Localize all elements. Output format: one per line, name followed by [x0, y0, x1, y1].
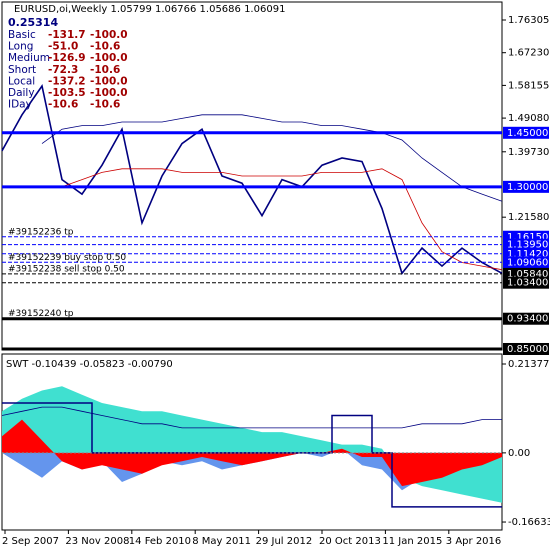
level-box — [503, 312, 549, 325]
order-label: #39152240 tp — [8, 309, 74, 319]
y-tick-label: 1.76305 — [508, 15, 549, 26]
level-label: 1.30000 — [507, 182, 548, 193]
info-label: Medium — [8, 52, 50, 64]
level-label: 1.45000 — [507, 128, 548, 139]
price-line — [61, 168, 503, 271]
level-box — [503, 180, 549, 193]
order-label: #39152238 sell stop 0.50 — [8, 264, 125, 274]
info-label: IDay — [8, 99, 32, 111]
level-label: 1.03400 — [507, 278, 548, 289]
level-label: 1.16150 — [507, 232, 548, 243]
y-tick-label: 0.00 — [508, 448, 530, 459]
plot-layer — [1, 84, 503, 508]
info-label: Basic — [8, 29, 36, 41]
info-number: -137.2 — [48, 75, 86, 87]
info-number: -100.0 — [90, 29, 128, 41]
y-tick-label: 0.21377 — [508, 359, 549, 370]
info-value: 0.25314 — [8, 16, 58, 29]
info-label: Local — [8, 75, 35, 87]
level-box — [503, 126, 549, 139]
indicator-title: SWT -0.10439 -0.05823 -0.00790 — [6, 359, 173, 370]
x-tick-label: 29 Jul 2012 — [256, 536, 313, 547]
info-number: -51.0 — [48, 41, 78, 53]
info-label: Long — [8, 41, 33, 53]
x-tick-label: 2 Sep 2007 — [2, 536, 59, 547]
order-label: #39152239 buy stop 0.50 — [8, 253, 126, 263]
order-label: #39152236 tp — [8, 227, 74, 237]
info-number: -100.0 — [90, 52, 128, 64]
info-number: -126.9 — [48, 52, 86, 64]
info-label: Short — [8, 64, 36, 76]
y-tick-label: 1.67230 — [508, 48, 549, 59]
y-tick-label: 1.39730 — [508, 147, 549, 158]
info-number: -72.3 — [48, 64, 78, 76]
info-number: -10.6 — [90, 41, 120, 53]
info-number: -10.6 — [90, 64, 120, 76]
info-label: Daily — [8, 87, 35, 99]
x-tick-label: 8 May 2011 — [192, 536, 251, 547]
x-tick-label: 11 Jan 2015 — [382, 536, 442, 547]
info-number: -10.6 — [90, 99, 120, 111]
y-tick-label: -0.16633 — [508, 517, 550, 528]
price-line — [1, 84, 503, 275]
level-box — [503, 256, 549, 269]
x-tick-label: 14 Feb 2010 — [129, 536, 191, 547]
level-label: 1.13950 — [507, 240, 548, 251]
indicator-area — [2, 419, 502, 487]
indicator-area — [2, 386, 502, 503]
info-number: -100.0 — [90, 87, 128, 99]
info-number: -131.7 — [48, 29, 86, 41]
level-label: 1.11420 — [507, 249, 548, 260]
indicator-line — [1, 406, 502, 429]
x-tick-label: 3 Apr 2016 — [446, 536, 501, 547]
level-box — [503, 238, 549, 251]
info-number: -100.0 — [90, 75, 128, 87]
x-tick-label: 20 Oct 2013 — [319, 536, 381, 547]
level-label: 1.09060 — [507, 257, 548, 268]
info-number: -10.6 — [48, 99, 78, 111]
level-label: 0.93400 — [507, 314, 548, 325]
y-tick-label: 1.21580 — [508, 212, 549, 223]
level-label: 0.85000 — [507, 344, 548, 355]
price-line — [41, 114, 503, 202]
level-label: 1.05840 — [507, 269, 548, 280]
chart-title: EURUSD,oi,Weekly 1.05799 1.06766 1.05686… — [14, 4, 285, 15]
level-box — [503, 342, 549, 355]
level-box — [503, 276, 549, 289]
y-tick-label: 1.49080 — [508, 113, 549, 124]
y-tick-label: 1.58155 — [508, 80, 549, 91]
x-tick-label: 23 Nov 2008 — [65, 536, 129, 547]
info-number: -103.5 — [48, 87, 86, 99]
